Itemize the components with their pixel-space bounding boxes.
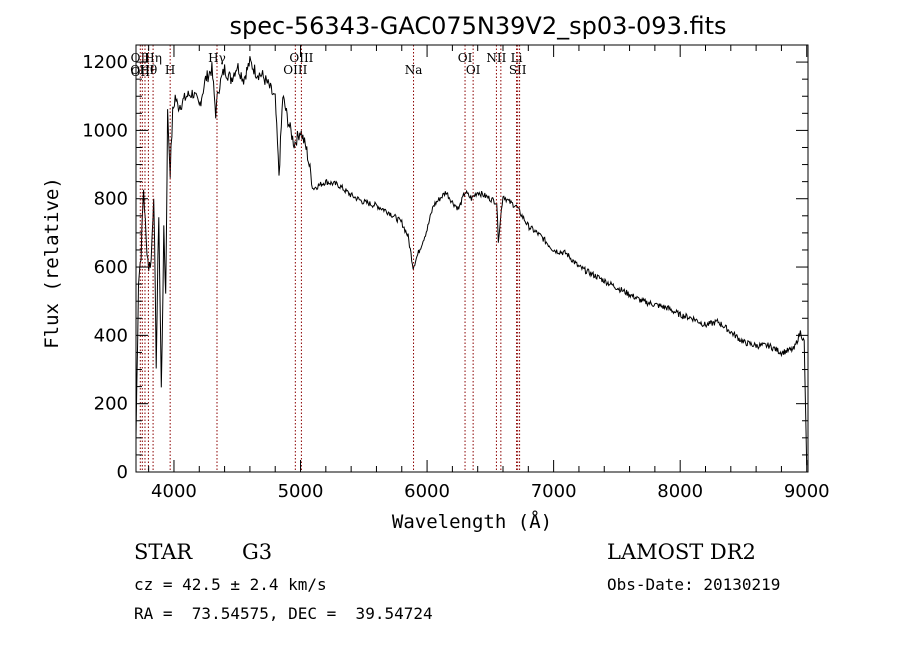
x-tick-label: 9000	[784, 481, 830, 502]
y-tick-label: 400	[94, 325, 128, 346]
observation-date: Obs-Date: 20130219	[607, 575, 781, 594]
marker-label: Hθ	[140, 63, 158, 77]
marker-label: H	[165, 63, 175, 77]
marker-label: OI	[458, 51, 473, 65]
marker-label: Hη	[144, 51, 162, 65]
coordinates: RA = 73.54575, DEC = 39.54724	[134, 604, 433, 623]
marker-label: NII	[486, 51, 506, 65]
y-axis-label: Flux (relative)	[41, 177, 63, 349]
series-line	[135, 56, 808, 466]
y-tick-label: 0	[117, 462, 128, 483]
y-tick-label: 1200	[82, 52, 128, 73]
y-tick-label: 800	[94, 189, 128, 210]
x-tick-label: 4000	[151, 481, 197, 502]
redshift-value: cz = 42.5 ± 2.4 km/s	[134, 575, 327, 594]
y-tick-label: 600	[94, 257, 128, 278]
y-tick-label: 1000	[82, 120, 128, 141]
object-class: STAR	[134, 540, 193, 564]
marker-label: OIII	[289, 51, 313, 65]
object-subclass: G3	[242, 540, 273, 564]
x-tick-label: 7000	[531, 481, 577, 502]
marker-label: OI	[466, 63, 481, 77]
survey-name: LAMOST DR2	[607, 540, 756, 564]
marker-label: Li	[511, 51, 523, 65]
chart-title: spec-56343-GAC075N39V2_sp03-093.fits	[230, 12, 727, 40]
marker-label: SII	[509, 63, 527, 77]
plot-frame	[135, 44, 809, 473]
x-tick-label: 6000	[404, 481, 450, 502]
axes: 4000 5000 6000 7000 8000 9000 0 200 400 600 800 100…	[82, 44, 830, 502]
marker-label: Hγ	[208, 51, 226, 65]
x-axis-label: Wavelength (Å)	[392, 510, 552, 533]
x-tick-label: 8000	[657, 481, 703, 502]
marker-label: OIII	[283, 63, 307, 77]
plot-area	[135, 56, 808, 466]
marker-label: Na	[405, 63, 423, 77]
x-tick-label: 5000	[278, 481, 324, 502]
y-tick-label: 200	[94, 394, 128, 415]
